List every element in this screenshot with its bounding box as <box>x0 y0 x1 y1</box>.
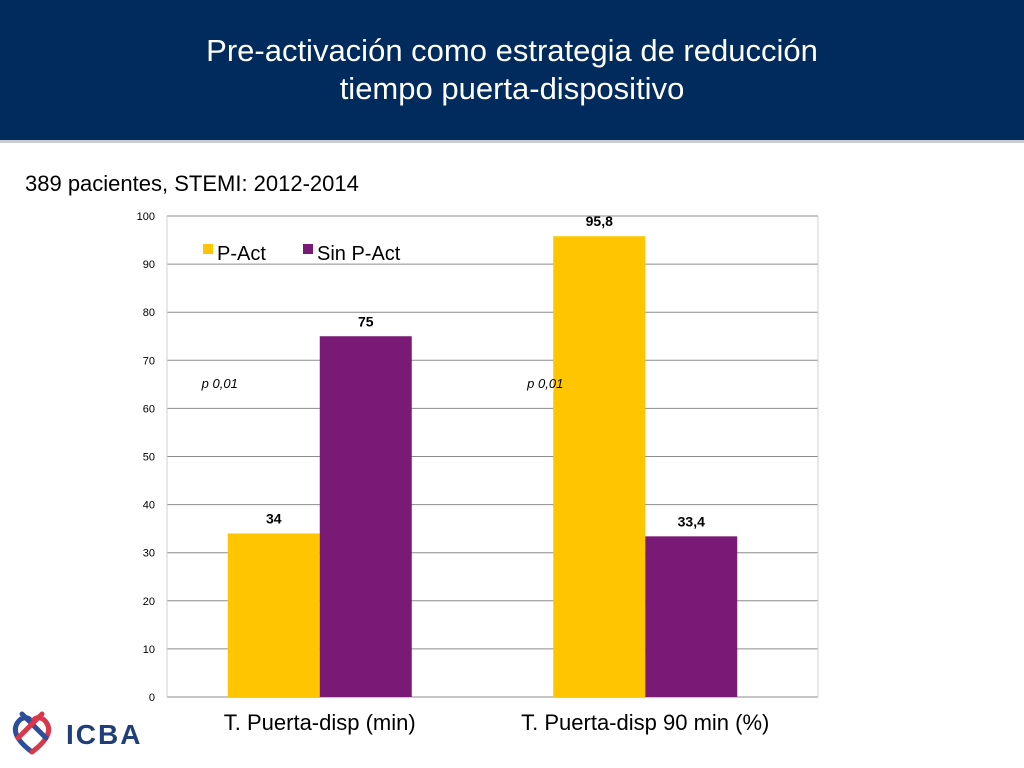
x-category-label: T. Puerta-disp (min) <box>224 710 416 735</box>
slide-subtitle: 389 pacientes, STEMI: 2012-2014 <box>25 171 359 196</box>
y-tick-label: 90 <box>143 259 155 271</box>
y-tick-label: 60 <box>143 403 155 415</box>
data-label: 33,4 <box>678 513 705 529</box>
y-tick-label: 20 <box>143 596 155 608</box>
x-category-label: T. Puerta-disp 90 min (%) <box>521 710 769 735</box>
logo-text: ICBA <box>66 719 142 750</box>
slide-title-line-2: tiempo puerta-dispositivo <box>339 71 685 106</box>
y-tick-label: 30 <box>143 548 155 560</box>
y-tick-label: 50 <box>143 452 155 464</box>
header-divider <box>0 140 1024 143</box>
data-label: 75 <box>358 313 374 329</box>
y-tick-label: 10 <box>143 644 155 656</box>
data-label: 34 <box>266 510 282 526</box>
legend-swatch <box>303 244 313 254</box>
bar-sin-p-act <box>645 536 738 697</box>
slide-header: Pre-activación como estrategia de reducc… <box>0 0 1024 140</box>
data-label: 95,8 <box>586 213 613 229</box>
y-tick-label: 100 <box>137 211 155 223</box>
legend-label: P-Act <box>217 243 266 265</box>
y-tick-label: 70 <box>143 355 155 367</box>
legend-swatch <box>203 244 213 254</box>
p-value-annotation: p 0,01 <box>201 376 238 391</box>
icba-logo: ICBA <box>12 711 142 755</box>
p-value-annotation: p 0,01 <box>526 376 563 391</box>
y-tick-label: 0 <box>149 692 155 704</box>
legend-label: Sin P-Act <box>317 243 401 265</box>
interlocking-hearts-icon <box>12 711 52 755</box>
slide-title-line-1: Pre-activación como estrategia de reducc… <box>206 33 818 68</box>
bar-sin-p-act <box>319 336 412 697</box>
bar-p-act <box>227 533 320 697</box>
y-tick-label: 80 <box>143 307 155 319</box>
bar-p-act <box>553 236 646 697</box>
y-tick-label: 40 <box>143 500 155 512</box>
